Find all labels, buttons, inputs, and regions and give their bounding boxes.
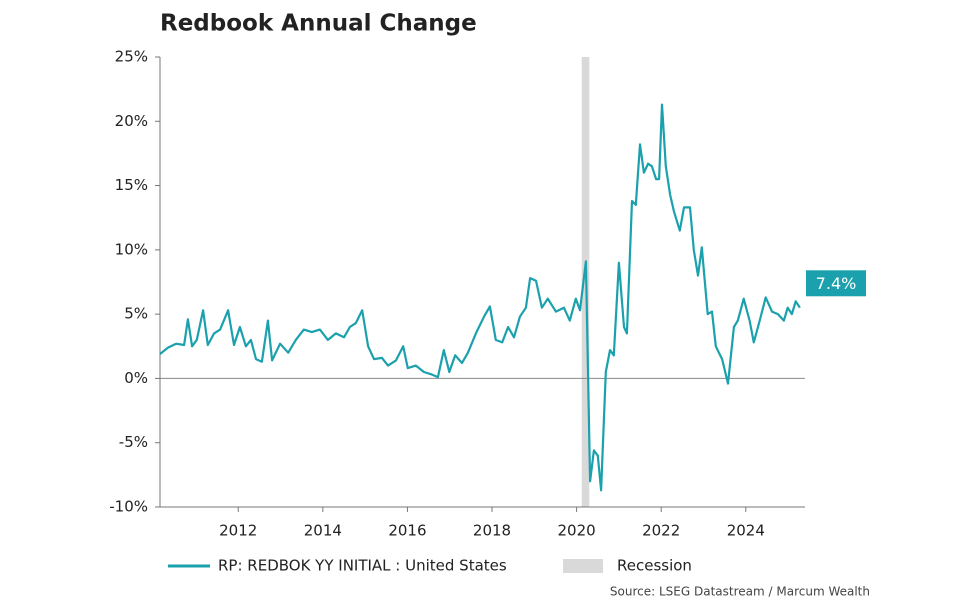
legend-label: Recession xyxy=(617,557,692,575)
source: Source: LSEG Datastream / Marcum Wealth xyxy=(610,585,870,599)
y-tick-label: -5% xyxy=(119,433,148,451)
y-tick-label: 20% xyxy=(115,112,148,130)
value-label: 7.4% xyxy=(816,274,857,293)
series-line xyxy=(159,103,801,492)
legend-swatch xyxy=(563,559,603,573)
legend-label: RP: REDBOK YY INITIAL : United States xyxy=(218,557,507,575)
y-tick-label: 10% xyxy=(115,240,148,258)
x-tick-label: 2016 xyxy=(388,522,426,540)
x-tick-label: 2018 xyxy=(473,522,511,540)
y-tick-label: 0% xyxy=(124,369,148,387)
value-label-box xyxy=(806,270,866,297)
x-tick-label: 2020 xyxy=(558,522,596,540)
y-tick-label: 15% xyxy=(115,176,148,194)
x-tick-label: 2022 xyxy=(642,522,680,540)
chart-title: Redbook Annual Change xyxy=(160,11,477,37)
y-tick-label: -10% xyxy=(109,498,148,516)
x-tick-label: 2012 xyxy=(219,522,257,540)
x-tick-label: 2024 xyxy=(727,522,765,540)
x-tick-label: 2014 xyxy=(304,522,342,540)
y-tick-label: 5% xyxy=(124,305,148,323)
y-tick-label: 25% xyxy=(115,48,148,66)
